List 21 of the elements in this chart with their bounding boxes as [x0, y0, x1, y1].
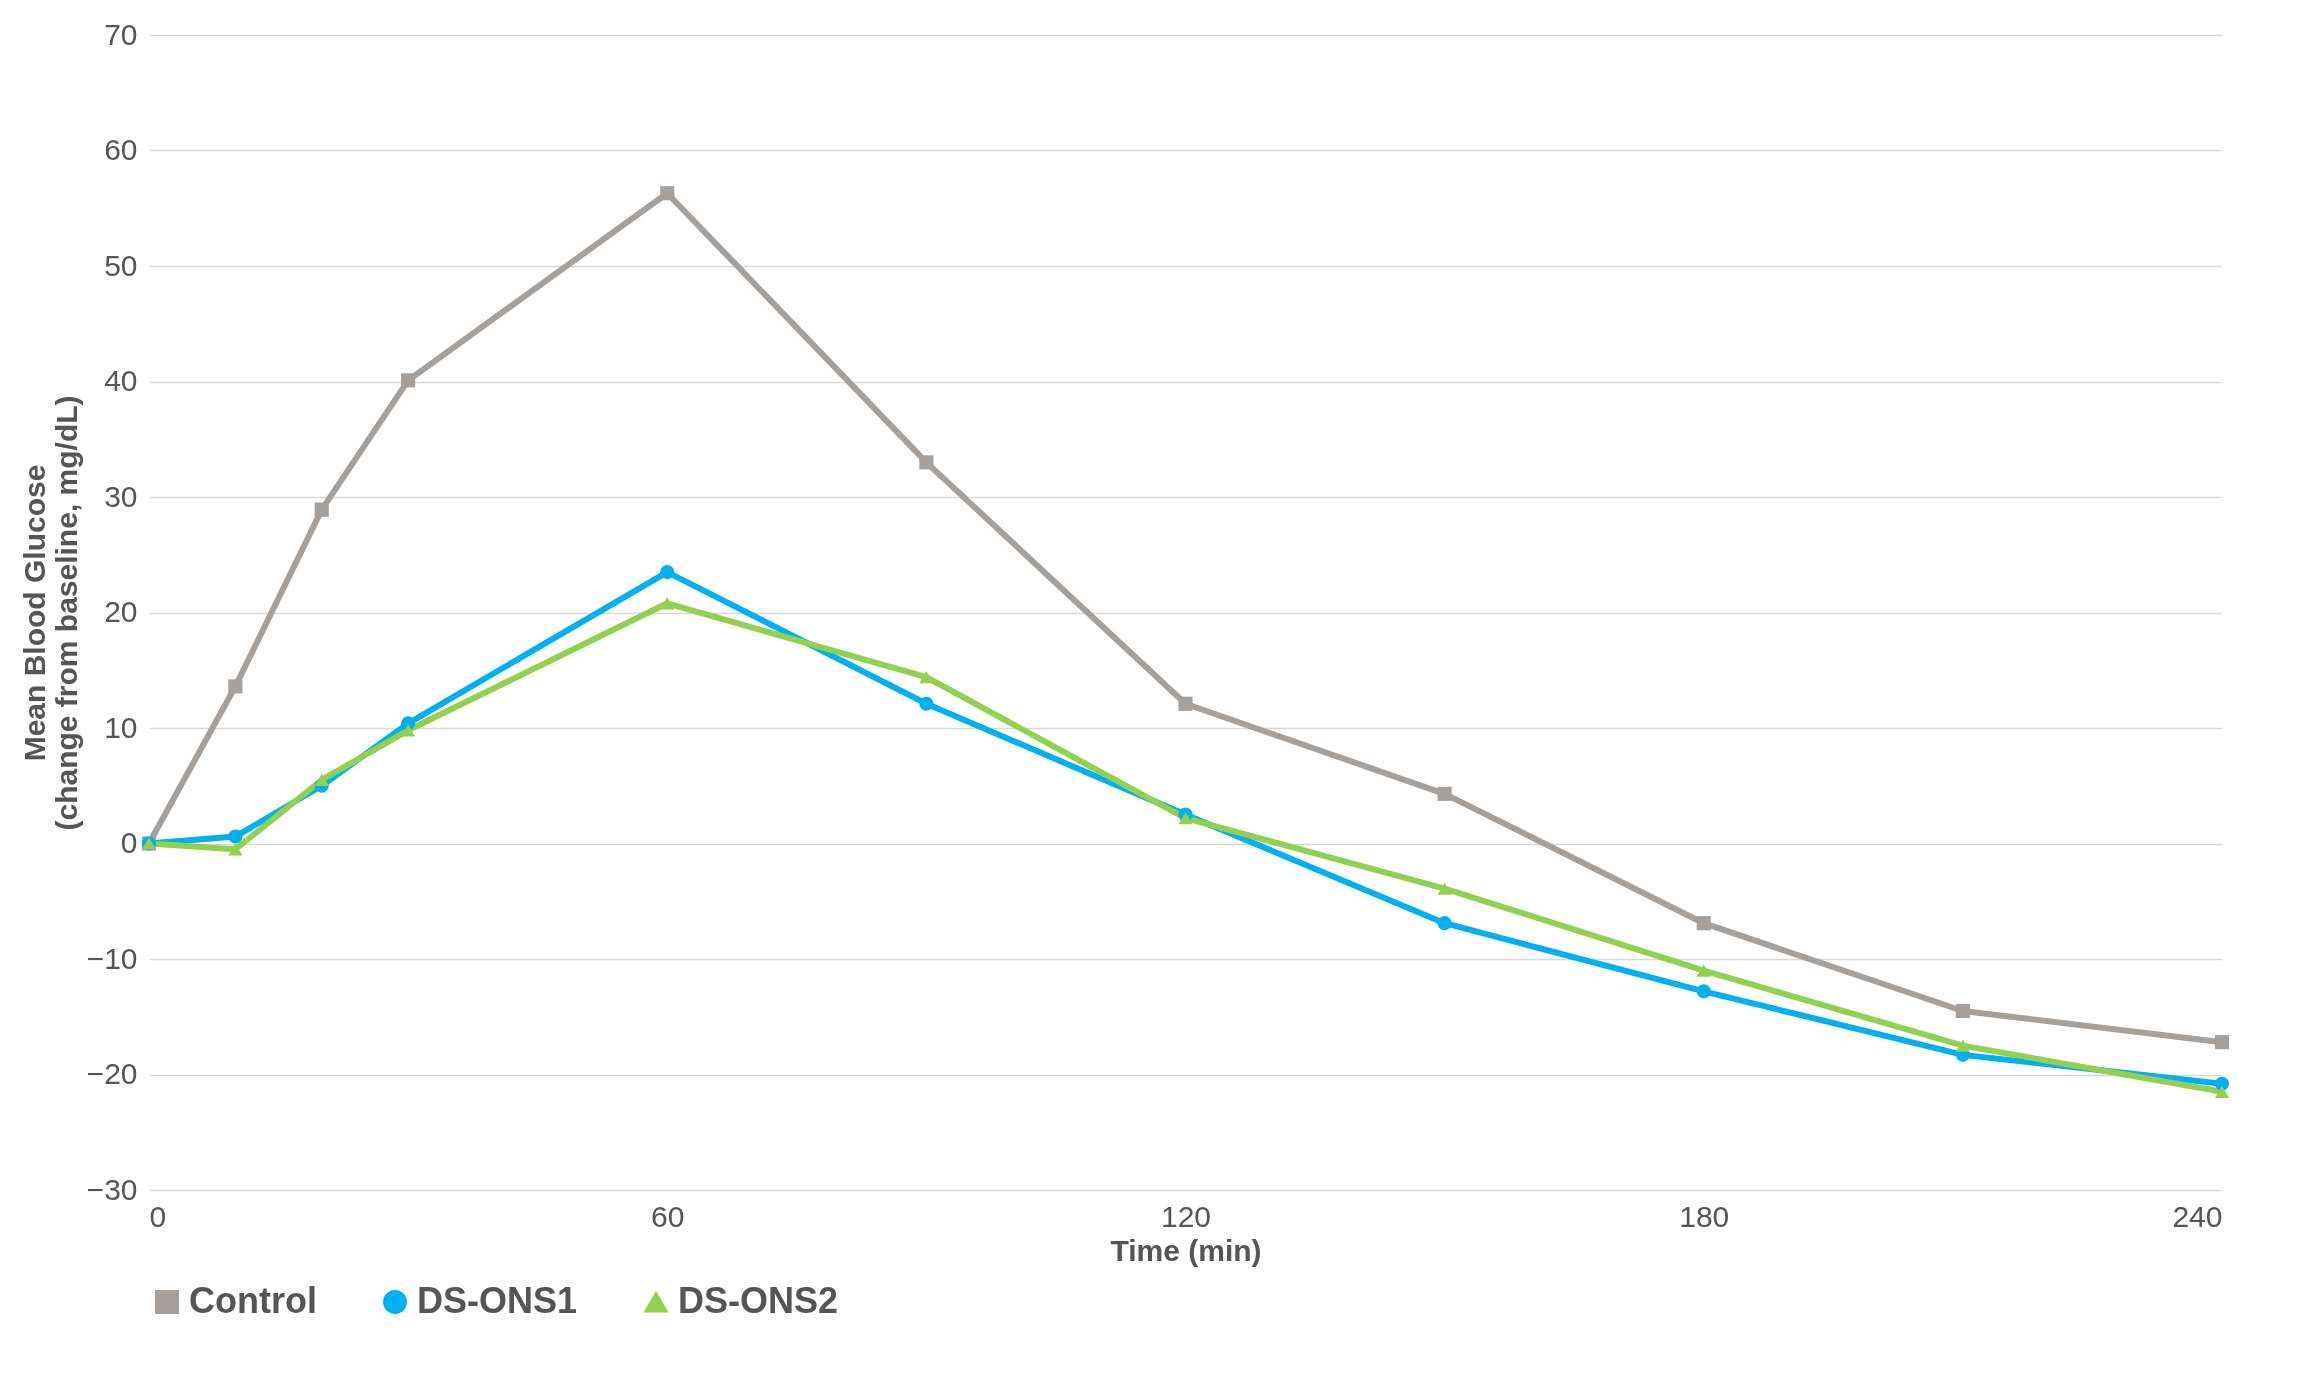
x-tick-label: 180: [1679, 1199, 1730, 1233]
y-tick-label: 70: [104, 17, 138, 51]
y-tick-label: 20: [104, 595, 138, 628]
y-tick-label: 0: [120, 826, 138, 859]
y-tick-label: 60: [104, 133, 138, 166]
legend-label: DS-ONS2: [678, 1280, 839, 1321]
y-tick-label: 10: [104, 710, 138, 744]
legend-label: DS-ONS1: [417, 1280, 578, 1321]
x-tick-label: 120: [1160, 1199, 1212, 1233]
y-tick-label: −20: [86, 1057, 138, 1090]
x-tick-label: 60: [651, 1199, 685, 1233]
y-tick-label: 50: [104, 248, 138, 282]
legend-label: Control: [189, 1280, 317, 1321]
y-tick-label: −30: [86, 1172, 138, 1206]
x-tick-label: 0: [149, 1199, 167, 1233]
x-tick-label: 240: [2172, 1199, 2223, 1233]
x-axis-title: Time (min): [1110, 1233, 1262, 1267]
y-tick-label: 40: [104, 364, 138, 397]
y-tick-label: −10: [86, 941, 138, 975]
y-tick-label: 30: [104, 479, 138, 513]
y-axis-title: Mean Blood Glucose (change from baseline, mg/dL): [17, 395, 83, 831]
